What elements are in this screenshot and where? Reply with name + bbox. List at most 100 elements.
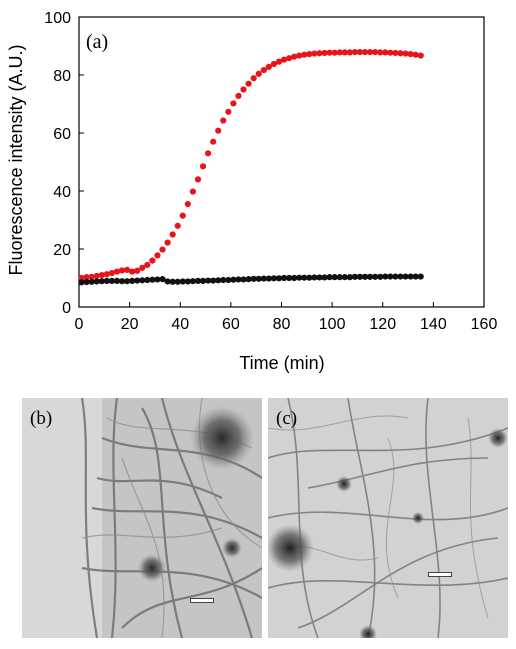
data-point-black (169, 278, 176, 285)
data-point-black (98, 278, 105, 285)
data-point-black (387, 273, 394, 280)
data-point-red (134, 267, 141, 274)
data-point-red (417, 52, 424, 59)
data-point-black (275, 275, 283, 282)
data-point-red (301, 51, 308, 58)
data-point-black (113, 277, 121, 284)
data-point-black (301, 274, 308, 281)
data-point-black (134, 277, 141, 284)
data-point-red (78, 274, 85, 282)
data-point-red (215, 127, 222, 134)
data-point-red (265, 63, 272, 70)
data-point-black (265, 275, 272, 282)
data-point-black (412, 273, 419, 280)
data-point-black (341, 274, 348, 281)
data-point-red (93, 272, 100, 280)
data-point-black (402, 273, 409, 280)
data-point-red (311, 50, 318, 57)
data-point-red (139, 264, 146, 271)
data-point-red (392, 49, 399, 57)
data-point-black (361, 273, 369, 280)
data-point-red (103, 271, 110, 278)
data-point-red (144, 261, 151, 269)
data-point-black (326, 274, 333, 281)
data-point-red (316, 50, 323, 57)
data-point-black (235, 276, 242, 283)
data-point-red (189, 188, 197, 195)
data-point-black (139, 277, 146, 284)
x-tick-label: 140 (420, 316, 447, 333)
data-point-black (331, 274, 338, 281)
data-point-red (235, 92, 242, 99)
y-tick-label: 100 (44, 10, 71, 27)
data-point-black (83, 278, 90, 286)
x-tick-label: 80 (273, 316, 291, 333)
data-point-black (382, 273, 389, 280)
data-point-black (366, 273, 374, 280)
data-point-black (108, 277, 116, 284)
data-point-black (103, 277, 110, 284)
data-point-red (407, 51, 414, 58)
data-point-red (108, 269, 116, 277)
data-point-black (417, 273, 424, 280)
data-point-black (270, 275, 278, 282)
data-point-red (296, 52, 303, 59)
data-point-black (225, 276, 232, 284)
data-point-black (346, 274, 353, 281)
data-point-black (351, 273, 359, 280)
data-point-black (245, 276, 252, 283)
data-point-black (199, 277, 207, 284)
data-point-red (129, 268, 136, 275)
data-point-red (412, 51, 419, 58)
data-point-black (194, 277, 202, 284)
data-point-red (377, 49, 384, 56)
micrograph-b: (b) (22, 398, 262, 638)
data-point-red (321, 49, 328, 57)
fibril-network-image-c (268, 398, 508, 638)
data-point-red (336, 49, 343, 56)
x-tick-label: 60 (222, 316, 240, 333)
data-point-black (149, 276, 156, 283)
y-tick-label: 40 (53, 184, 71, 201)
data-point-red (210, 138, 217, 145)
data-point-black (377, 273, 384, 280)
x-axis-label: Time (min) (239, 353, 324, 373)
x-tick-label: 40 (171, 316, 189, 333)
data-point-black (93, 278, 100, 285)
y-tick-label: 60 (53, 126, 71, 143)
fluorescence-chart: 0 20 40 60 80 100 120 140 160 0 20 40 60 80 100 (a) Ti… (6, 10, 497, 373)
data-point-red (402, 50, 409, 57)
data-point-red (260, 66, 267, 74)
scale-bar-c (428, 572, 452, 577)
data-point-black (204, 277, 212, 284)
data-point-red (220, 117, 227, 124)
y-tick-label: 0 (62, 300, 71, 317)
data-point-black (215, 277, 222, 284)
data-point-red (397, 50, 404, 57)
data-point-black (118, 278, 126, 285)
data-point-red (164, 239, 171, 246)
data-point-black (280, 274, 288, 282)
data-point-red (88, 273, 95, 280)
data-point-black (88, 278, 95, 285)
data-point-black (407, 273, 414, 280)
data-point-red (361, 48, 369, 56)
data-point-red (366, 48, 374, 56)
data-point-red (174, 222, 181, 229)
data-point-black (291, 274, 298, 282)
data-point-black (356, 273, 364, 280)
data-point-red (194, 176, 202, 183)
data-point-red (331, 49, 338, 56)
data-point-red (382, 49, 389, 56)
data-point-black (144, 276, 151, 284)
data-point-red (341, 49, 348, 56)
data-point-red (255, 70, 262, 77)
data-point-red (372, 48, 379, 56)
x-tick-label: 120 (369, 316, 396, 333)
data-point-black (123, 278, 131, 285)
data-point-black (260, 275, 267, 282)
data-point-red (346, 49, 353, 56)
data-point-black (159, 276, 166, 283)
fibril-network-image-b (22, 398, 262, 638)
data-point-black (154, 276, 161, 283)
